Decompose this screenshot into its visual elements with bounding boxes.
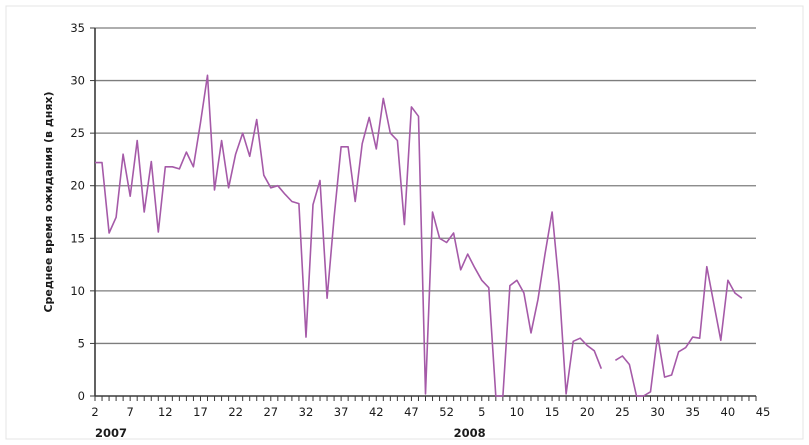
x-axis-ticks: 2 7 12 17 22 27 32 37 42 47 52 5 10 15 20 25 30 35 40 45	[91, 405, 770, 419]
y-tick-label-10: 10	[70, 284, 85, 298]
y-tick-label-25: 25	[70, 126, 85, 140]
series-layer	[95, 74, 743, 397]
x-tick-label-2007-2: 2	[91, 405, 98, 419]
series-line-segment-2	[614, 265, 743, 397]
x-tick-label-2008-30: 30	[650, 405, 665, 419]
y-tick-label-35: 35	[70, 21, 85, 35]
x-tick-label-2008-45: 45	[756, 405, 771, 419]
x-tick-label-2008-40: 40	[721, 405, 736, 419]
x-tick-label-2007-52: 52	[439, 405, 454, 419]
x-tick-label-2007-17: 17	[193, 405, 208, 419]
x-tick-label-2007-42: 42	[369, 405, 384, 419]
y-tick-label-0: 0	[78, 389, 85, 403]
y-axis-ticks: 0 5 10 15 20 25 30 35	[70, 21, 95, 403]
year-label-2007: 2007	[95, 426, 127, 440]
gridlines	[95, 27, 756, 345]
minor-ticks	[94, 396, 757, 401]
x-tick-label-2008-5: 5	[478, 405, 485, 419]
x-tick-label-2007-32: 32	[299, 405, 314, 419]
y-tick-label-15: 15	[70, 231, 85, 245]
x-tick-label-2008-25: 25	[615, 405, 630, 419]
x-tick-label-2007-47: 47	[404, 405, 419, 419]
x-tick-label-2007-12: 12	[158, 405, 173, 419]
year-labels: 2007 2008	[95, 426, 486, 440]
y-tick-label-30: 30	[70, 74, 85, 88]
x-tick-label-2007-27: 27	[263, 405, 278, 419]
series-line-segment-1	[95, 74, 603, 397]
x-tick-label-2007-37: 37	[334, 405, 349, 419]
y-tick-label-20: 20	[70, 179, 85, 193]
x-tick-label-2008-15: 15	[545, 405, 560, 419]
x-tick-label-2008-10: 10	[510, 405, 525, 419]
x-tick-label-2008-20: 20	[580, 405, 595, 419]
x-tick-label-2007-22: 22	[228, 405, 243, 419]
year-label-2008: 2008	[454, 426, 486, 440]
x-tick-label-2008-35: 35	[685, 405, 700, 419]
y-axis-title: Среднее время ожидания (в днях)	[42, 91, 55, 312]
y-tick-label-5: 5	[78, 336, 85, 350]
x-tick-label-2007-7: 7	[126, 405, 133, 419]
